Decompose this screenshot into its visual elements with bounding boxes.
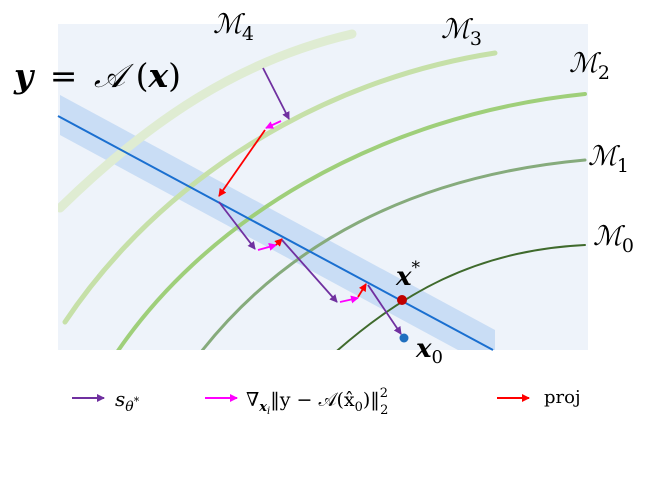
- manifold-4-curve: [58, 29, 357, 213]
- manifold-2-curve: [116, 92, 587, 350]
- plot-background: [58, 24, 588, 350]
- equation-label: y = 𝒜 (x): [13, 56, 181, 95]
- legend-gradient-label: ∇xi‖y − 𝒜(x̂0)‖2 2: [246, 386, 388, 418]
- x-0-point: [399, 333, 409, 343]
- manifold-0-curve: [336, 244, 586, 350]
- manifold-0-label: ℳ0: [593, 221, 634, 257]
- trajectory-arrows: [218, 67, 402, 335]
- manifold-3-curve: [62, 50, 498, 325]
- legend: sθ* ∇xi‖y − 𝒜(x̂0)‖2 2 proj: [72, 386, 581, 418]
- score-arrow: [218, 201, 256, 250]
- gradient-arrow: [265, 120, 282, 129]
- constraint-band: [58, 60, 495, 350]
- manifold-2-label: ℳ2: [569, 48, 610, 84]
- x-0-label: x0: [415, 334, 443, 368]
- legend-score-label: sθ*: [115, 387, 140, 415]
- legend-proj-label: proj: [544, 387, 581, 408]
- score-arrow: [281, 239, 338, 303]
- manifold-1-curve: [200, 158, 587, 350]
- score-arrow: [367, 284, 402, 335]
- manifold-1-label: ℳ1: [588, 141, 629, 177]
- manifold-4-label: ℳ4: [213, 9, 254, 45]
- manifold-curves: [58, 29, 587, 350]
- gradient-arrow: [339, 295, 359, 304]
- score-arrow: [262, 67, 290, 120]
- gradient-arrow: [257, 243, 277, 251]
- projection-arrow: [274, 238, 283, 247]
- constraint-line: [57, 115, 494, 351]
- manifold-3-label: ℳ3: [441, 14, 482, 50]
- x-star-label: x*: [395, 258, 421, 292]
- projection-arrow: [218, 129, 266, 197]
- x-star-point: [397, 295, 407, 305]
- projection-arrow: [357, 283, 367, 298]
